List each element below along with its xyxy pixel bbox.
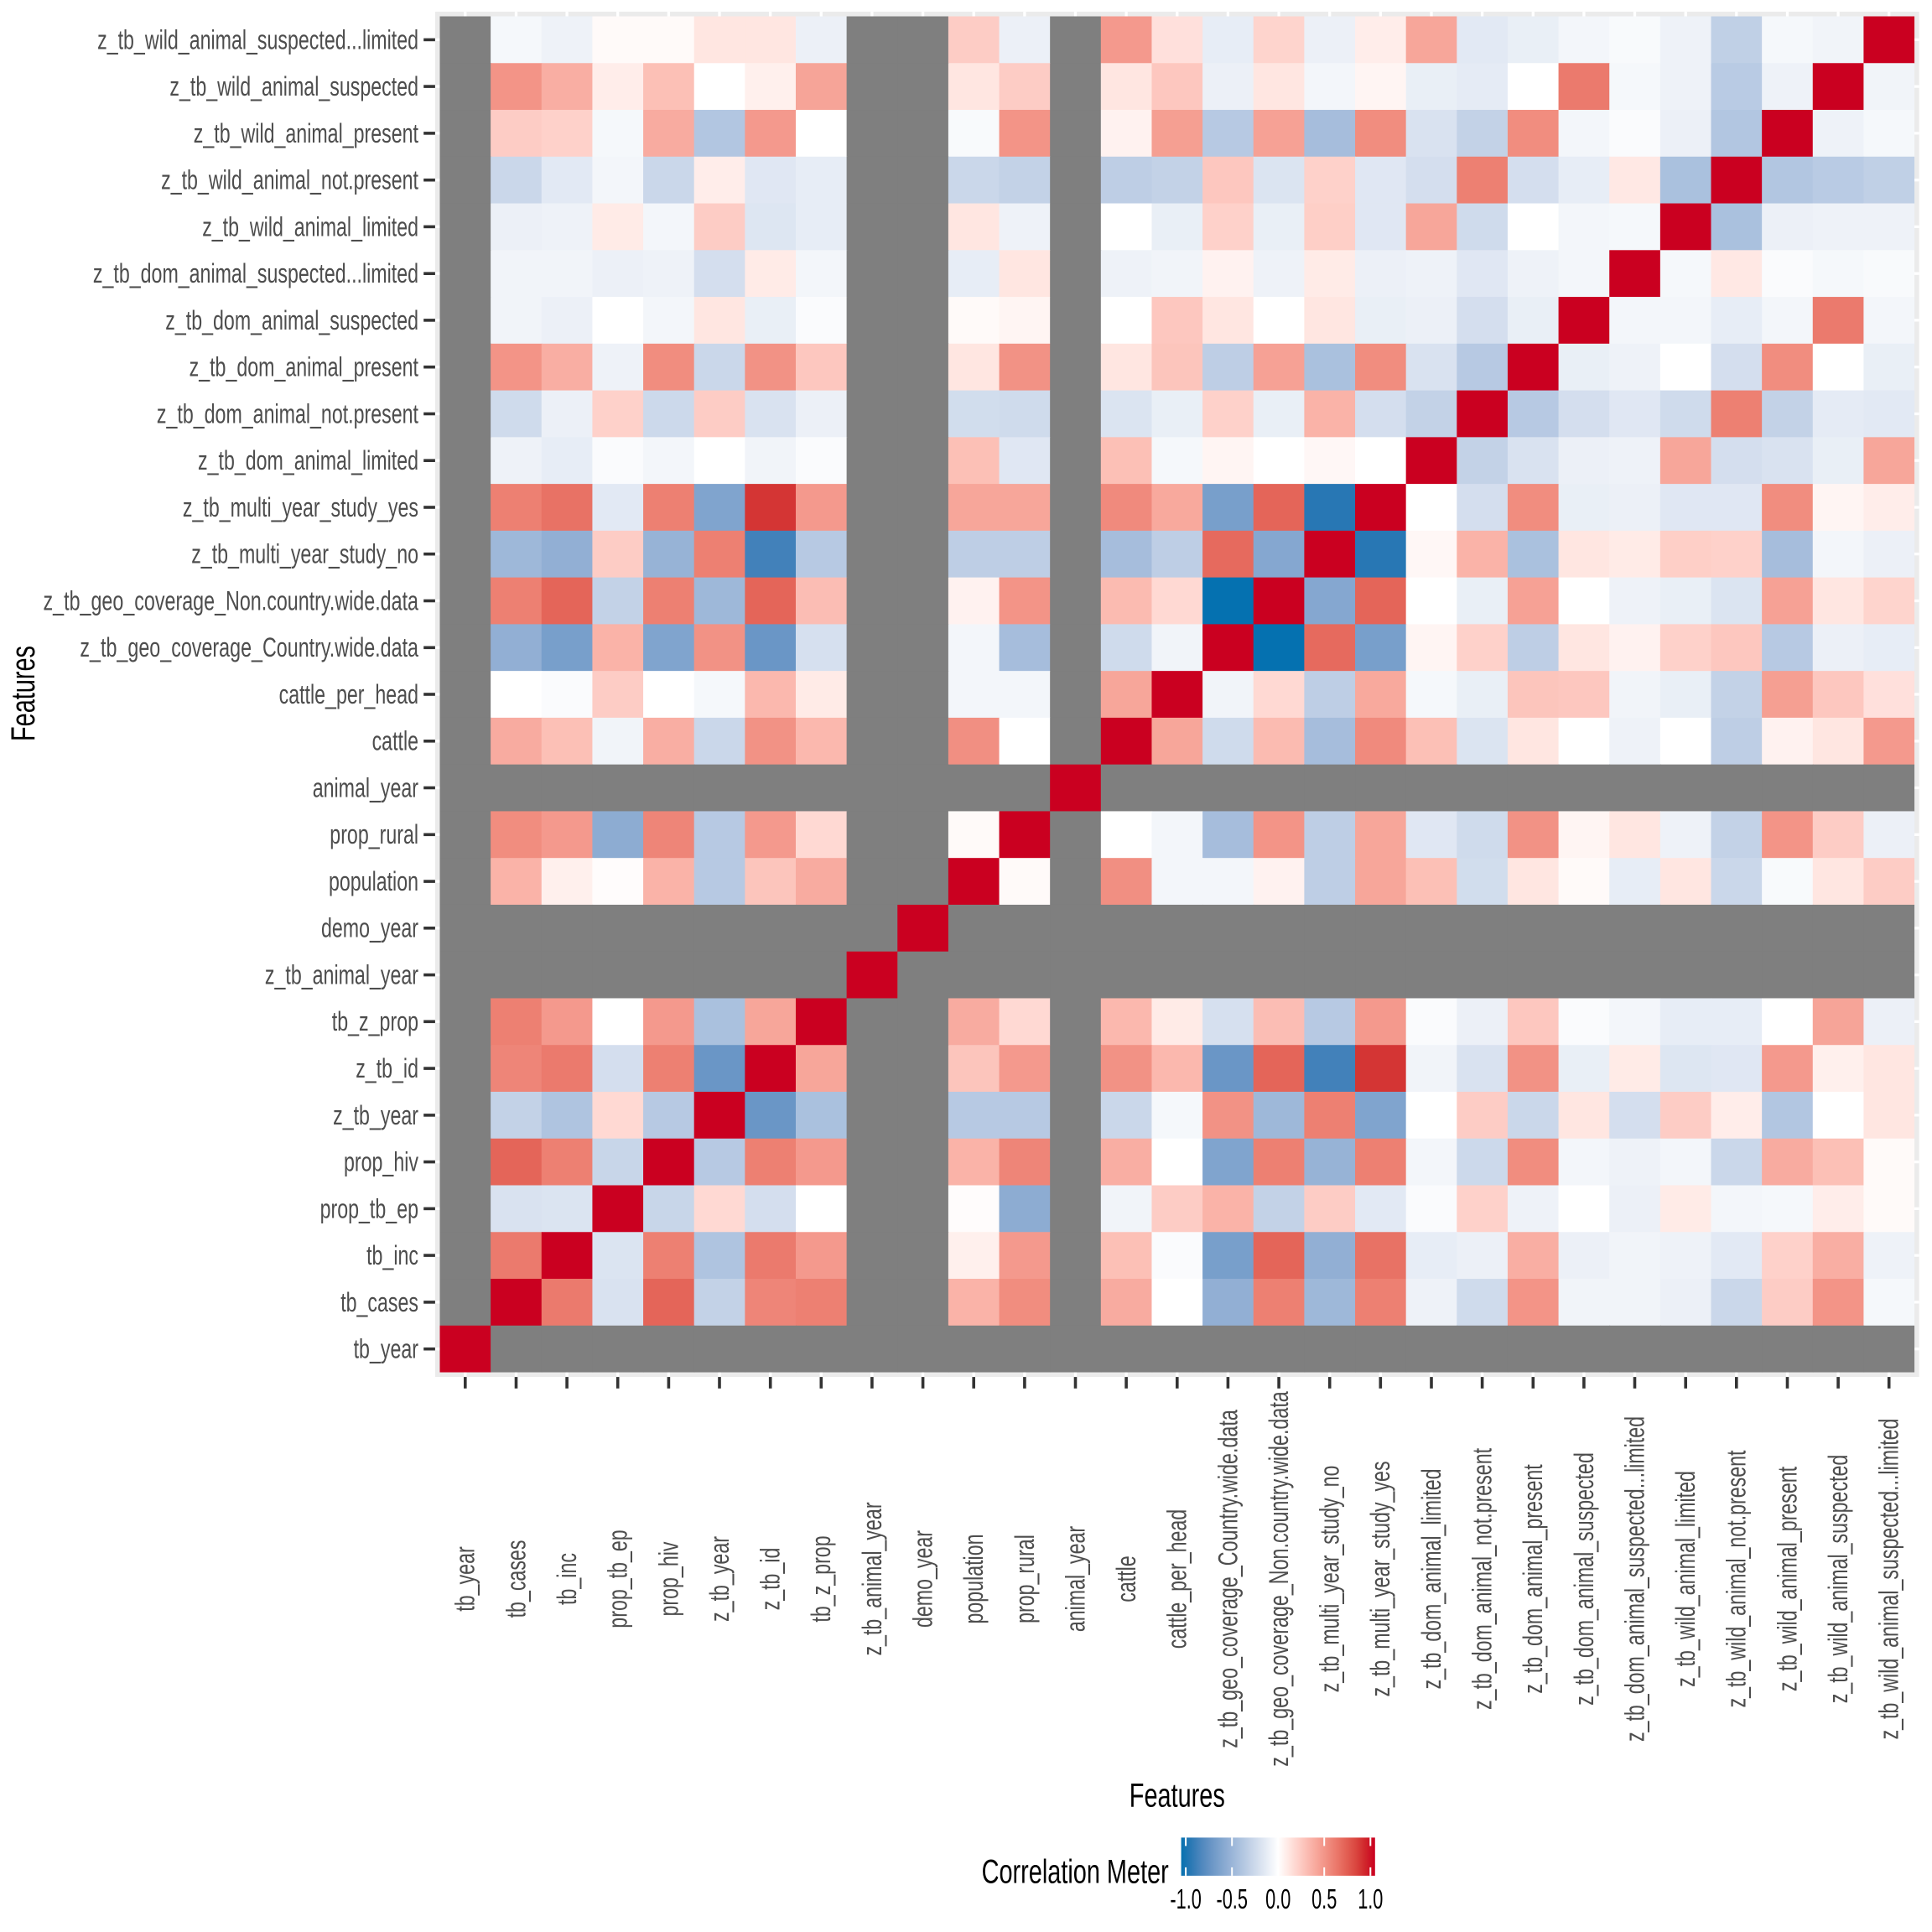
svg-text:z_tb_dom_animal_suspected: z_tb_dom_animal_suspected [165,305,418,335]
svg-text:z_tb_year: z_tb_year [704,1536,735,1622]
svg-text:population: population [958,1535,989,1624]
svg-text:z_tb_multi_year_study_yes: z_tb_multi_year_study_yes [183,492,418,522]
svg-text:z_tb_dom_animal_present: z_tb_dom_animal_present [190,352,418,382]
svg-text:z_tb_wild_animal_present: z_tb_wild_animal_present [194,118,418,148]
svg-text:z_tb_dom_animal_present: z_tb_dom_animal_present [1518,1464,1548,1693]
svg-text:animal_year: animal_year [313,772,419,802]
svg-text:z_tb_wild_animal_limited: z_tb_wild_animal_limited [1670,1471,1701,1687]
svg-text:tb_inc: tb_inc [366,1240,418,1270]
svg-text:z_tb_wild_animal_not.present: z_tb_wild_animal_not.present [161,165,418,195]
svg-text:tb_z_prop: tb_z_prop [806,1535,836,1622]
svg-text:-0.5: -0.5 [1217,1883,1248,1914]
svg-text:z_tb_id: z_tb_id [756,1548,786,1611]
svg-text:Correlation Meter: Correlation Meter [982,1854,1169,1891]
svg-text:prop_hiv: prop_hiv [653,1542,683,1617]
svg-text:tb_year: tb_year [450,1546,480,1612]
svg-text:animal_year: animal_year [1060,1526,1090,1633]
svg-text:z_tb_wild_animal_suspected...l: z_tb_wild_animal_suspected...limited [97,24,418,55]
svg-text:z_tb_id: z_tb_id [356,1053,418,1083]
svg-text:0.5: 0.5 [1311,1883,1337,1914]
svg-text:z_tb_dom_animal_suspected...li: z_tb_dom_animal_suspected...limited [1619,1416,1649,1742]
svg-text:tb_z_prop: tb_z_prop [332,1006,418,1036]
svg-text:cattle: cattle [372,726,418,756]
svg-text:z_tb_geo_coverage_Country.wide: z_tb_geo_coverage_Country.wide.data [80,632,418,662]
svg-text:Features: Features [1130,1778,1225,1815]
svg-text:prop_hiv: prop_hiv [344,1146,418,1176]
svg-text:cattle_per_head: cattle_per_head [1162,1509,1192,1649]
svg-text:z_tb_wild_animal_suspected: z_tb_wild_animal_suspected [169,71,418,101]
svg-text:z_tb_multi_year_study_no: z_tb_multi_year_study_no [1315,1466,1345,1693]
svg-text:cattle: cattle [1111,1555,1141,1602]
svg-text:z_tb_multi_year_study_no: z_tb_multi_year_study_no [191,539,418,569]
svg-text:0.0: 0.0 [1265,1883,1291,1914]
svg-text:z_tb_dom_animal_not.present: z_tb_dom_animal_not.present [157,398,418,428]
svg-text:z_tb_year: z_tb_year [333,1100,418,1130]
svg-text:-1.0: -1.0 [1170,1883,1201,1914]
svg-text:z_tb_dom_animal_not.present: z_tb_dom_animal_not.present [1467,1448,1497,1710]
svg-text:1.0: 1.0 [1358,1883,1383,1914]
svg-text:cattle_per_head: cattle_per_head [279,679,418,709]
svg-text:z_tb_animal_year: z_tb_animal_year [265,959,418,989]
svg-text:z_tb_multi_year_study_yes: z_tb_multi_year_study_yes [1365,1461,1395,1696]
svg-text:z_tb_dom_animal_suspected: z_tb_dom_animal_suspected [1569,1452,1599,1706]
svg-text:z_tb_geo_coverage_Non.country.: z_tb_geo_coverage_Non.country.wide.data [44,585,419,615]
svg-text:z_tb_dom_animal_suspected...li: z_tb_dom_animal_suspected...limited [93,258,418,288]
svg-text:demo_year: demo_year [907,1530,937,1628]
svg-text:prop_rural: prop_rural [1010,1535,1040,1623]
svg-text:prop_rural: prop_rural [330,819,418,849]
svg-text:z_tb_dom_animal_limited: z_tb_dom_animal_limited [1416,1469,1446,1690]
svg-text:Features: Features [5,646,42,741]
svg-text:z_tb_wild_animal_suspected: z_tb_wild_animal_suspected [1823,1455,1853,1704]
svg-text:z_tb_wild_animal_present: z_tb_wild_animal_present [1772,1467,1802,1691]
svg-text:prop_tb_ep: prop_tb_ep [603,1530,633,1628]
svg-text:tb_inc: tb_inc [552,1553,582,1605]
svg-text:tb_year: tb_year [354,1334,419,1364]
svg-text:z_tb_wild_animal_not.present: z_tb_wild_animal_not.present [1722,1450,1752,1707]
svg-text:z_tb_geo_coverage_Non.country.: z_tb_geo_coverage_Non.country.wide.data [1264,1391,1294,1767]
svg-text:z_tb_wild_animal_limited: z_tb_wild_animal_limited [202,211,418,242]
svg-text:prop_tb_ep: prop_tb_ep [320,1193,418,1223]
svg-text:z_tb_dom_animal_limited: z_tb_dom_animal_limited [198,445,418,475]
svg-text:z_tb_animal_year: z_tb_animal_year [857,1502,887,1655]
svg-text:tb_cases: tb_cases [501,1540,531,1618]
svg-text:z_tb_wild_animal_suspected...l: z_tb_wild_animal_suspected...limited [1874,1419,1904,1740]
svg-text:demo_year: demo_year [321,913,418,943]
svg-text:tb_cases: tb_cases [340,1287,418,1317]
svg-text:z_tb_geo_coverage_Country.wide: z_tb_geo_coverage_Country.wide.data [1213,1410,1243,1748]
svg-text:population: population [329,866,418,896]
